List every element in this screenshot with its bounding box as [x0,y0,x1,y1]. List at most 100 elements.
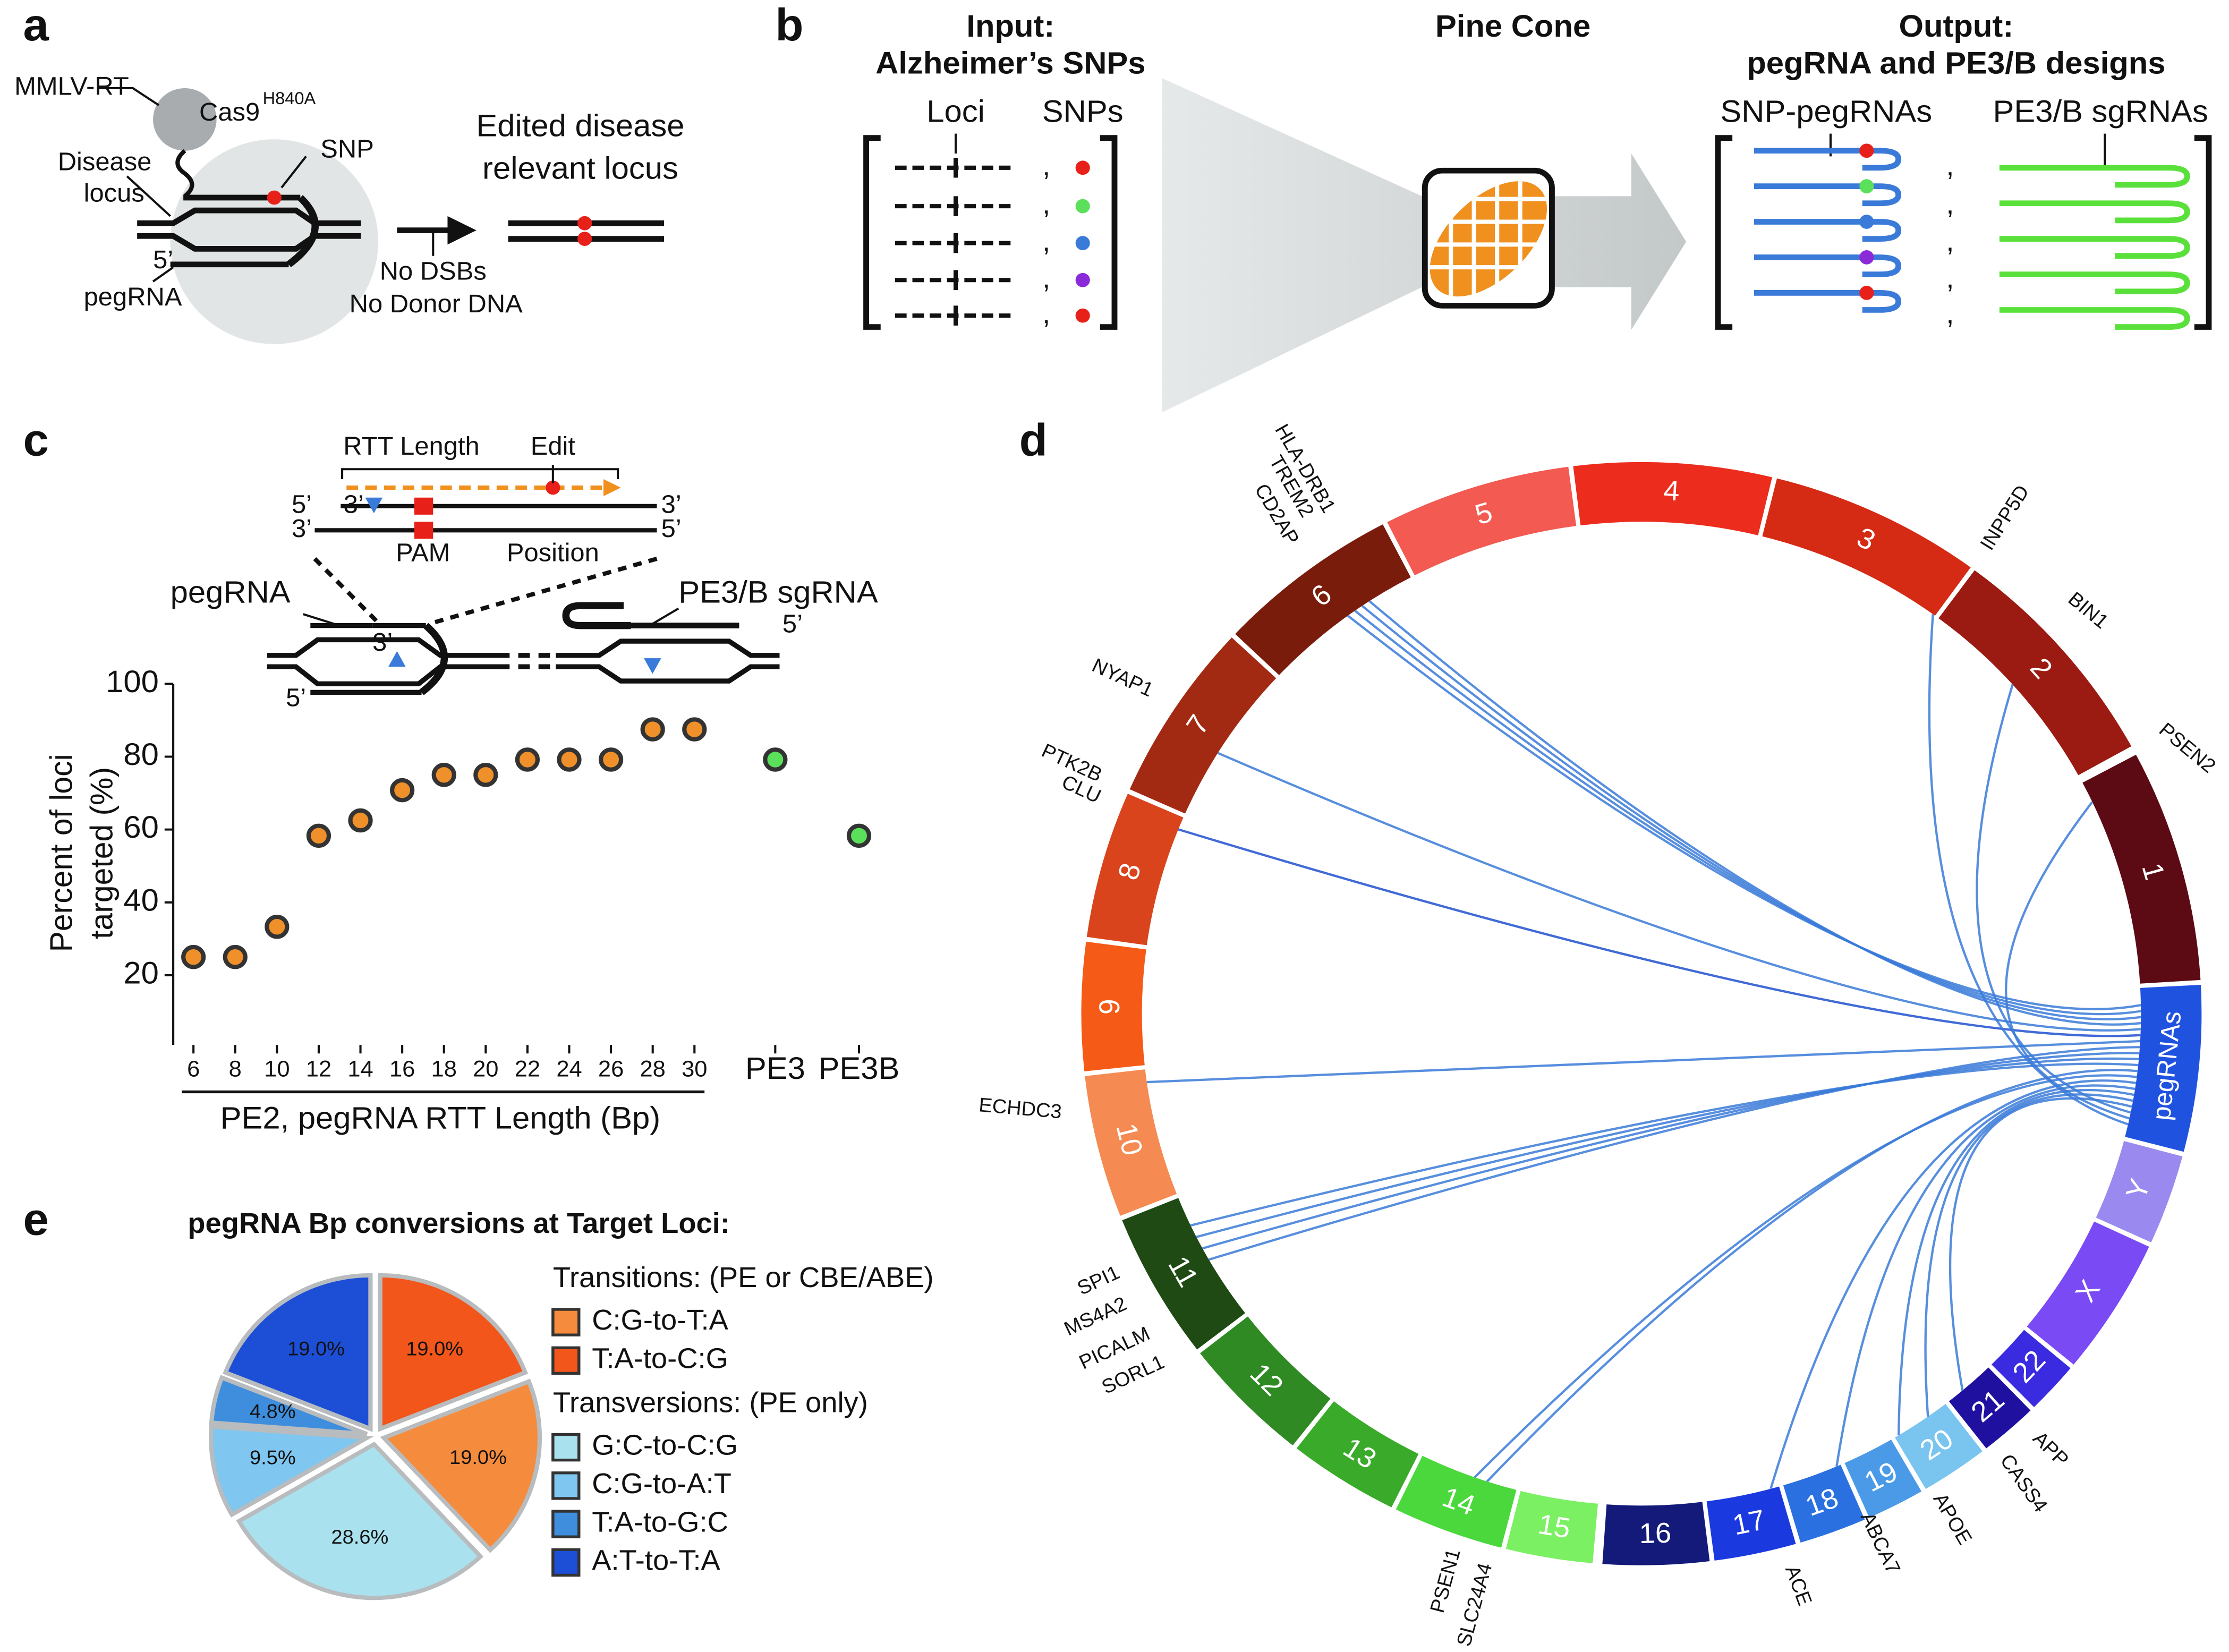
chromosome-segment [1086,794,1184,946]
label: Loci [926,93,985,129]
label: SNP-pegRNAs [1720,93,1932,129]
chord [1486,1069,2138,1483]
pegrna-hairpin [1754,289,1902,313]
point [431,763,456,787]
label: No DSBs [380,257,487,286]
sgrna-hook [562,602,631,629]
chord [1769,1079,2137,1489]
gene-label: SLC24A4 [1452,1561,1496,1649]
label: pegRNA and PE3/B designs [1747,45,2165,80]
leader [126,175,172,217]
segment-label: 4 [1663,474,1681,507]
nick [388,651,406,667]
chromosome-segment [1762,478,1971,616]
legend-swatch [551,1433,581,1462]
edit-dot [546,480,560,495]
chord [1898,1089,2134,1436]
x-tick-label: 22 [515,1057,540,1082]
snp-dot [1859,215,1874,229]
gene-label: PSEN2 [2155,718,2221,777]
leader [280,156,307,189]
label: Pine Cone [1435,8,1590,43]
legend-header: Transitions: (PE or CBE/ABE) [553,1262,934,1293]
gene-label: SPI1 [1074,1261,1123,1299]
pegrna-hairpin [1754,183,1902,207]
pie-slice [378,1273,529,1432]
label: No Donor DNA [350,289,523,318]
y-axis-label: targeted (%) [83,767,120,939]
chromosome-segment [1938,570,2132,776]
label: PE3/B sgRNA [678,574,878,609]
snp-dot [267,190,282,205]
sgrna-hairpin [1999,200,2190,224]
pie-slice [209,1375,368,1436]
chromosome-segment [2027,1221,2149,1365]
y-tick-label: 20 [123,955,159,990]
segment-label: 16 [1639,1517,1672,1549]
x-tick-label: PE3 [745,1050,805,1085]
separator: , [1946,225,1954,257]
chord [1928,614,2129,1126]
pie-slice [380,1378,542,1553]
value-label: 19.0% [406,1338,463,1360]
chord [1202,1052,2140,1250]
chromosome-segment [1505,1491,1598,1563]
pegrna-hairpin [1754,148,1902,171]
panel-label: a [23,0,49,50]
bracket [863,135,2212,330]
snp-dot [1075,308,1090,323]
gene-label: INPP5D [1976,481,2034,554]
sgrna-hairpin [1999,165,2190,188]
label: RTT Length [343,432,479,461]
legend-label: C:G-to-A:T [592,1468,731,1500]
x-tick-label: PE3B [819,1050,900,1085]
x-tick-label: 20 [473,1057,498,1082]
dna [556,638,780,684]
y-axis-label: Percent of loci [43,754,79,952]
chord [1190,1062,2139,1227]
value-label: 19.0% [449,1446,507,1468]
chromosome-segment [2096,1140,2183,1242]
gene-label: ACE [1781,1562,1817,1608]
leader [955,133,2106,168]
point [763,747,788,772]
separator: , [1042,150,1050,182]
x-tick-label: 12 [306,1057,331,1082]
panel-b: b Input: Alzheimer’s SNPs Loci SNPs Pine… [775,0,2212,413]
label: pegRNA [84,283,182,311]
pam [414,497,433,515]
label: Input: [966,8,1054,43]
point [306,823,331,848]
legend-label: C:G-to-T:A [592,1305,728,1336]
chromosome-segment [1783,1464,1865,1543]
sgrna-hairpin [1999,307,2190,330]
x-tick-label: 6 [187,1057,200,1082]
point [348,808,373,833]
arrow-head [603,479,621,497]
chromosome-segment [1844,1440,1922,1518]
segment-label: 9 [1093,999,1126,1015]
dna [137,207,361,252]
sgrna-hairpin [1999,236,2190,259]
gene-label: PSEN1 [1426,1546,1465,1615]
chromosome-segment [1235,524,1411,675]
label: SNP [320,135,374,164]
panel-label: e [23,1194,48,1245]
label: relevant locus [482,150,678,185]
point [265,915,290,939]
snp-dot [1075,273,1090,287]
label: SNPs [1042,93,1124,129]
chromosome-segment [2125,984,2202,1152]
label: H840A [263,89,316,108]
chromosome-segment [1081,941,1146,1071]
x-axis-label: PE2, pegRNA RTT Length (Bp) [220,1100,661,1135]
gene-label: CASS4 [1996,1450,2052,1517]
label: 3’ [372,628,393,657]
pegrna-hook [286,195,319,268]
chromosome-segment [1573,462,1773,535]
zoom-lines [313,556,658,625]
legend-label: T:A-to-G:C [592,1506,728,1538]
separator: , [1946,298,1954,330]
nick [365,497,383,514]
